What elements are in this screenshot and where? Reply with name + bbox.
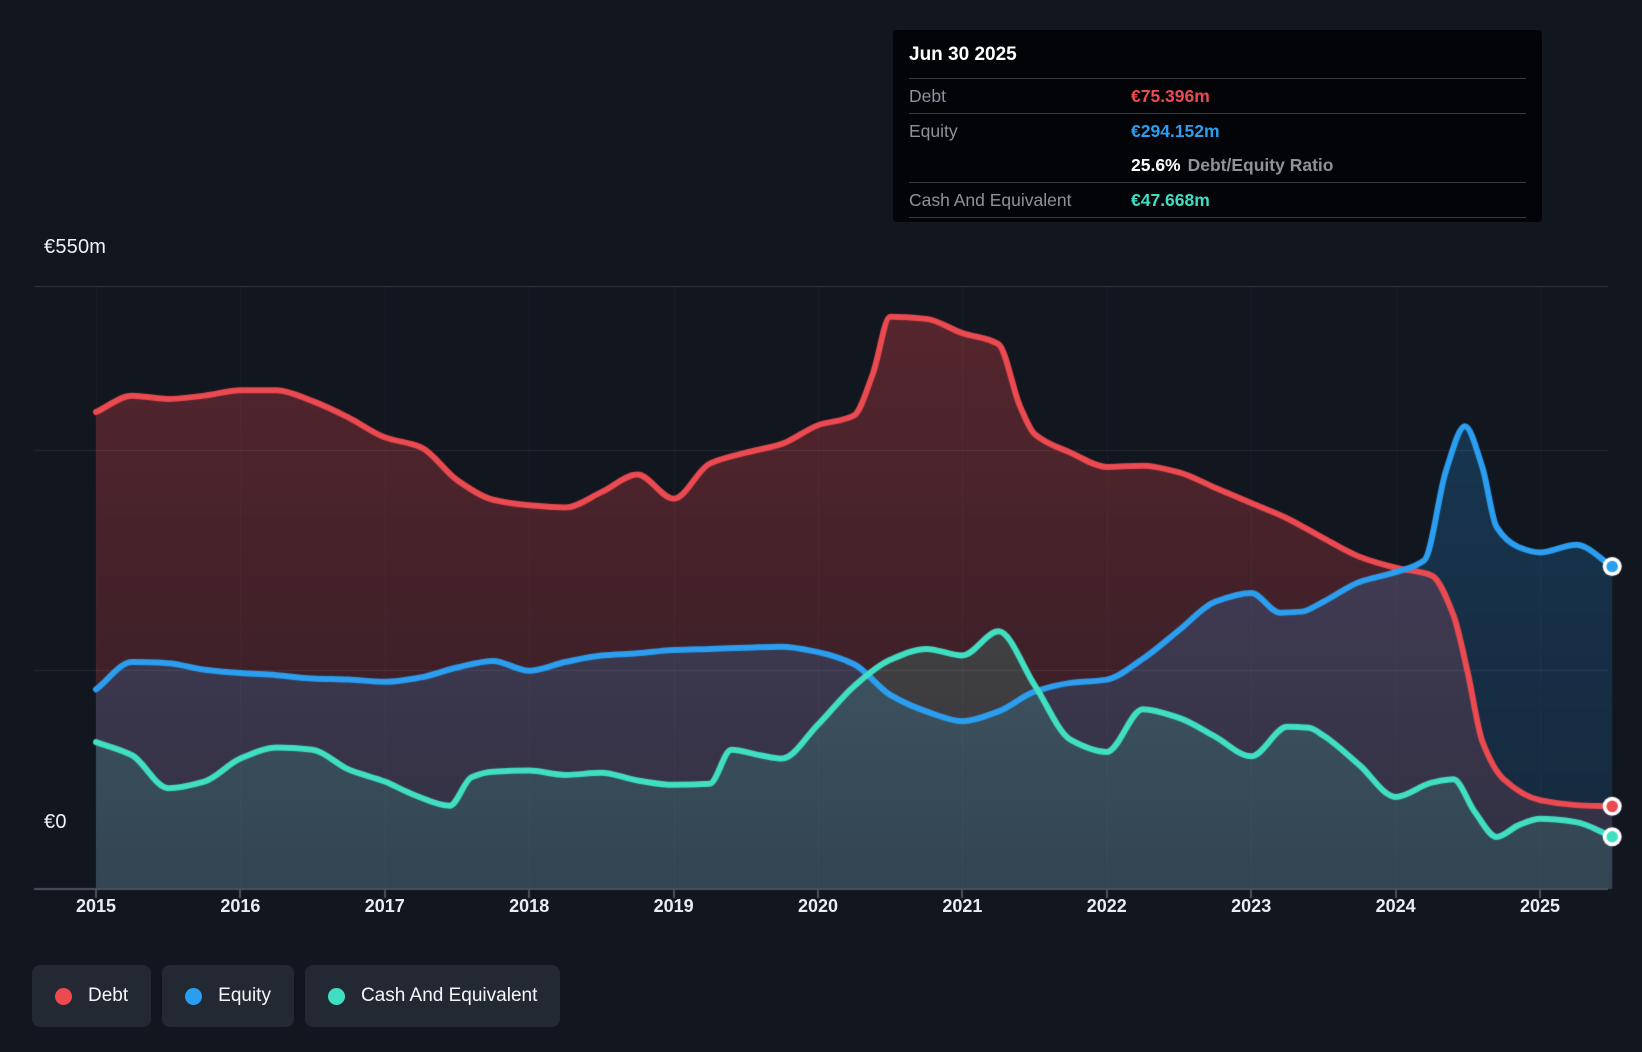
equity-series-dot-icon	[185, 987, 203, 1005]
x-axis-label: 2017	[364, 896, 405, 916]
tooltip-date: Jun 30 2025	[909, 44, 1526, 79]
legend-equity-label: Equity	[218, 985, 271, 1006]
tooltip-cash-label: Cash And Equivalent	[909, 189, 1072, 210]
legend-item-debt[interactable]: Debt	[32, 965, 152, 1027]
tooltip-row-cash: Cash And Equivalent €47.668m	[909, 183, 1526, 218]
x-axis-label: 2016	[220, 896, 261, 916]
legend-cash-label: Cash And Equivalent	[360, 985, 538, 1006]
tooltip-row-debt: Debt €75.396m	[909, 79, 1526, 114]
legend-debt-label: Debt	[88, 985, 129, 1006]
x-axis-label: 2025	[1519, 896, 1561, 916]
debt-equity-ratio-value: 25.6%	[1131, 154, 1181, 175]
x-axis-label: 2024	[1375, 896, 1416, 916]
legend-item-equity[interactable]: Equity	[162, 965, 294, 1027]
legend-item-cash[interactable]: Cash And Equivalent	[304, 965, 561, 1027]
x-axis: 2015 2016 2017 2018 2019 2020 2021 2022 2023 2024…	[0, 896, 1642, 922]
tooltip-panel: Jun 30 2025 Debt €75.396m Equity €294.15…	[893, 30, 1542, 222]
x-axis-label: 2019	[653, 896, 694, 916]
cash-series-dot-icon	[327, 987, 345, 1005]
tooltip-row-ratio: 25.6% Debt/Equity Ratio	[909, 148, 1526, 183]
tooltip-equity-label: Equity	[909, 120, 958, 141]
legend: Debt Equity Cash And Equivalent	[32, 965, 561, 1027]
tooltip-row-equity: Equity €294.152m	[909, 114, 1526, 148]
x-axis-label: 2021	[942, 896, 983, 916]
y-axis-label-max: €550m	[44, 236, 107, 258]
x-axis-label: 2022	[1086, 896, 1127, 916]
x-axis-label: 2023	[1231, 896, 1272, 916]
debt-equity-ratio-label: Debt/Equity Ratio	[1187, 154, 1334, 175]
x-axis-label: 2020	[797, 896, 839, 916]
tooltip-equity-value: €294.152m	[1131, 120, 1220, 141]
debt-series-dot-icon	[55, 987, 72, 1005]
x-axis-label: 2015	[75, 896, 117, 916]
x-axis-label: 2018	[509, 896, 550, 916]
y-axis-label-zero: €0	[44, 811, 67, 833]
tooltip-debt-label: Debt	[909, 85, 946, 106]
tooltip-cash-value: €47.668m	[1131, 189, 1210, 210]
tooltip-debt-value: €75.396m	[1131, 85, 1210, 106]
